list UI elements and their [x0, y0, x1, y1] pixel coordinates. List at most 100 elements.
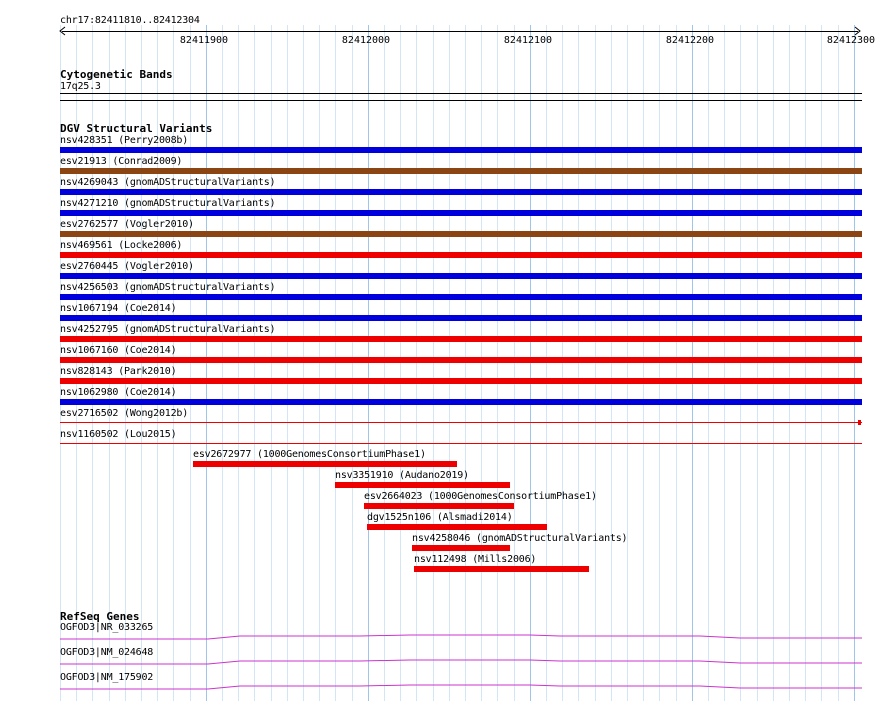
dgv-variant-label[interactable]: esv2672977 (1000GenomesConsortiumPhase1): [193, 449, 426, 460]
dgv-variant-label[interactable]: nsv4269043 (gnomADStructuralVariants): [60, 177, 276, 188]
grid-line: [238, 25, 239, 701]
dgv-variant-label[interactable]: nsv1160502 (Lou2015): [60, 429, 177, 440]
grid-line: [497, 25, 498, 701]
grid-line: [821, 25, 822, 701]
grid-line: [789, 25, 790, 701]
dgv-variant-label[interactable]: nsv1067160 (Coe2014): [60, 345, 177, 356]
dgv-variant-bar[interactable]: [60, 443, 862, 444]
grid-line: [465, 25, 466, 701]
grid-line: [578, 25, 579, 701]
ruler-tick-label: 82412300: [826, 35, 876, 46]
dgv-variant-bar[interactable]: [60, 210, 862, 216]
dgv-variant-label[interactable]: dgv1525n106 (Alsmadi2014): [367, 512, 513, 523]
dgv-variant-bar[interactable]: [60, 273, 862, 279]
grid-line: [595, 25, 596, 701]
dgv-variant-bar[interactable]: [60, 147, 862, 153]
grid-line: [514, 25, 515, 701]
dgv-variant-bar[interactable]: [60, 168, 862, 174]
grid-line: [319, 25, 320, 701]
refseq-gene-label[interactable]: OGFOD3|NM_175902: [60, 672, 154, 683]
refseq-gene-track[interactable]: [60, 683, 864, 691]
dgv-variant-label[interactable]: esv2760445 (Vogler2010): [60, 261, 194, 272]
dgv-variant-bar[interactable]: [60, 315, 862, 321]
dgv-variant-bar[interactable]: [335, 482, 510, 488]
dgv-variant-bar[interactable]: [412, 545, 510, 551]
dgv-variant-bar[interactable]: [367, 524, 547, 530]
grid-line: [481, 25, 482, 701]
grid-line: [254, 25, 255, 701]
ruler-line: [62, 31, 858, 32]
region-label: chr17:82411810..82412304: [60, 15, 200, 26]
dgv-variant-label[interactable]: nsv4258046 (gnomADStructuralVariants): [412, 533, 628, 544]
dgv-variant-label[interactable]: nsv469561 (Locke2006): [60, 240, 183, 251]
dgv-variant-bar[interactable]: [60, 357, 862, 363]
grid-line: [416, 25, 417, 701]
dgv-variant-bar[interactable]: [60, 252, 862, 258]
dgv-variant-bar[interactable]: [60, 189, 862, 195]
dgv-variant-label[interactable]: nsv112498 (Mills2006): [414, 554, 537, 565]
grid-line: [676, 25, 677, 701]
dgv-variant-label[interactable]: nsv428351 (Perry2008b): [60, 135, 189, 146]
grid-line: [76, 25, 77, 701]
dgv-variant-bar[interactable]: [60, 231, 862, 237]
grid-line: [141, 25, 142, 701]
dgv-variant-label[interactable]: nsv828143 (Park2010): [60, 366, 177, 377]
dgv-variant-label[interactable]: nsv4252795 (gnomADStructuralVariants): [60, 324, 276, 335]
ruler-tick-label: 82412200: [665, 35, 715, 46]
refseq-gene-label[interactable]: OGFOD3|NR_033265: [60, 622, 154, 633]
dgv-variant-label[interactable]: nsv1067194 (Coe2014): [60, 303, 177, 314]
dgv-variant-label[interactable]: nsv1062980 (Coe2014): [60, 387, 177, 398]
dgv-variant-label[interactable]: esv2664023 (1000GenomesConsortiumPhase1): [364, 491, 597, 502]
grid-line: [433, 25, 434, 701]
grid-line: [303, 25, 304, 701]
cytoband-track-title[interactable]: Cytogenetic Bands: [60, 68, 173, 81]
grid-line: [60, 25, 61, 701]
dgv-variant-label[interactable]: esv21913 (Conrad2009): [60, 156, 183, 167]
arrow-left-icon: [59, 26, 66, 36]
dgv-variant-label[interactable]: nsv4271210 (gnomADStructuralVariants): [60, 198, 276, 209]
dgv-variant-bar[interactable]: [60, 294, 862, 300]
refseq-track-title[interactable]: RefSeq Genes: [60, 610, 140, 623]
dgv-variant-label[interactable]: esv2762577 (Vogler2010): [60, 219, 194, 230]
grid-line: [708, 25, 709, 701]
grid-line: [562, 25, 563, 701]
ruler-tick-label: 82412100: [503, 35, 553, 46]
grid-line: [384, 25, 385, 701]
refseq-gene-label[interactable]: OGFOD3|NM_024648: [60, 647, 154, 658]
grid-line: [449, 25, 450, 701]
arrow-right-icon: [854, 26, 861, 36]
grid-line: [400, 25, 401, 701]
dgv-variant-bar[interactable]: [60, 336, 862, 342]
ruler-tick-label: 82411900: [179, 35, 229, 46]
grid-line: [611, 25, 612, 701]
grid-line: [838, 25, 839, 701]
grid-line: [757, 25, 758, 701]
dgv-variant-bar[interactable]: [60, 399, 862, 405]
dgv-variant-label[interactable]: esv2716502 (Wong2012b): [60, 408, 189, 419]
refseq-gene-line: [60, 634, 862, 640]
cytoband-top-line: [60, 93, 862, 94]
grid-line: [724, 25, 725, 701]
dgv-track-title[interactable]: DGV Structural Variants: [60, 122, 213, 135]
grid-line: [546, 25, 547, 701]
dgv-variant-label[interactable]: nsv4256503 (gnomADStructuralVariants): [60, 282, 276, 293]
grid-line: [190, 25, 191, 701]
dgv-variant-bar[interactable]: [364, 503, 514, 509]
grid-line: [643, 25, 644, 701]
grid-line: [287, 25, 288, 701]
refseq-gene-track[interactable]: [60, 633, 864, 641]
grid-line: [222, 25, 223, 701]
cytoband-bottom-line: [60, 100, 862, 101]
grid-line: [740, 25, 741, 701]
dgv-variant-label[interactable]: nsv3351910 (Audano2019): [335, 470, 469, 481]
dgv-variant-bar[interactable]: [60, 422, 862, 423]
dgv-variant-bar[interactable]: [414, 566, 589, 572]
dgv-variant-bar[interactable]: [193, 461, 457, 467]
refseq-gene-track[interactable]: [60, 658, 864, 666]
grid-line: [692, 25, 693, 701]
ruler-tick-label: 82412000: [341, 35, 391, 46]
grid-line: [271, 25, 272, 701]
grid-line: [627, 25, 628, 701]
dgv-variant-bar[interactable]: [60, 378, 862, 384]
grid-line: [157, 25, 158, 701]
